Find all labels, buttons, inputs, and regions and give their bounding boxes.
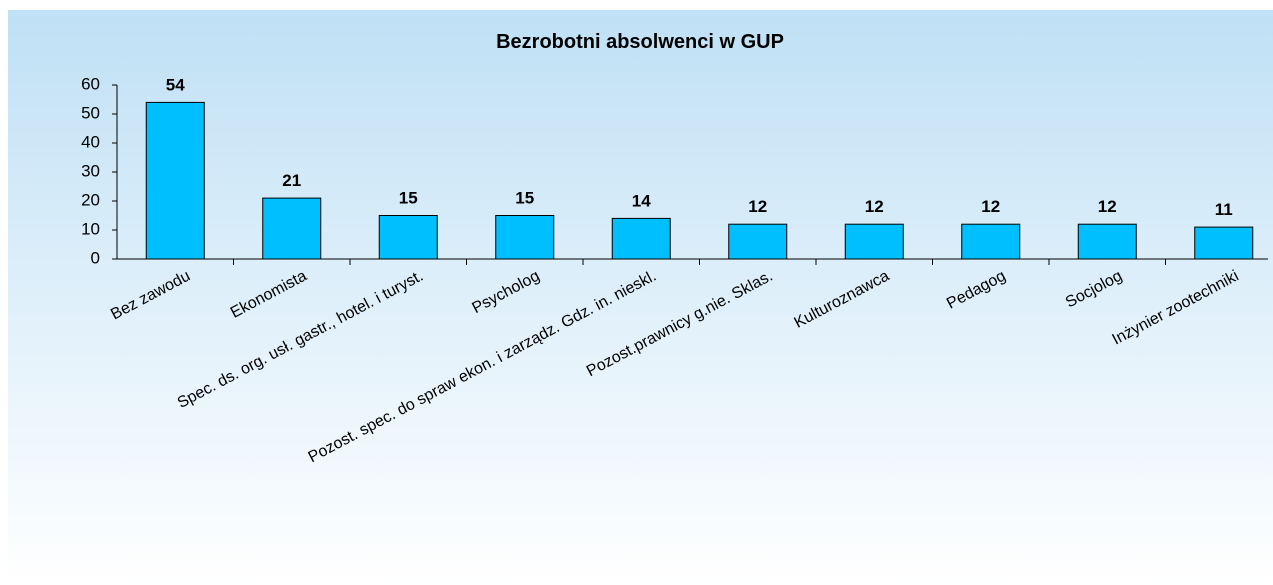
value-label: 54: [166, 75, 185, 94]
y-tick-label: 20: [81, 190, 100, 209]
value-label: 12: [981, 197, 1000, 216]
value-label: 12: [748, 197, 767, 216]
bar: [495, 215, 555, 260]
value-label: 15: [515, 189, 534, 208]
bar: [611, 217, 671, 260]
chart-title: Bezrobotni absolwenci w GUP: [496, 31, 784, 53]
bar: [145, 101, 205, 260]
bar: [1077, 223, 1137, 260]
value-label: 14: [632, 191, 651, 210]
y-tick-label: 0: [91, 248, 100, 267]
value-label: 15: [399, 189, 418, 208]
bar: [961, 223, 1021, 260]
y-tick-label: 10: [81, 219, 100, 238]
y-tick-label: 30: [81, 161, 100, 180]
value-label: 11: [1215, 200, 1233, 219]
background: [8, 10, 1273, 585]
y-tick-label: 50: [81, 103, 100, 122]
y-tick-label: 40: [81, 132, 100, 151]
value-label: 12: [865, 197, 884, 216]
bar: [262, 197, 322, 260]
bar: [1194, 226, 1254, 260]
value-label: 12: [1098, 197, 1117, 216]
bar: [378, 215, 438, 260]
y-tick-label: 60: [81, 74, 100, 93]
value-label: 21: [282, 171, 301, 190]
bar: [728, 223, 788, 260]
bar: [844, 223, 904, 260]
